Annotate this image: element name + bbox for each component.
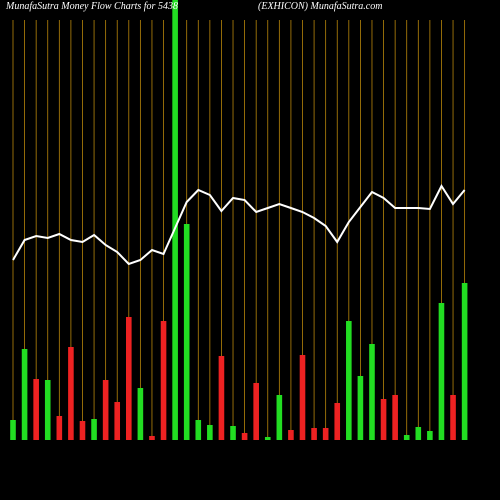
bar [241, 433, 248, 440]
bar [230, 426, 236, 440]
bar [21, 349, 28, 440]
bar [357, 376, 364, 440]
bar [149, 436, 155, 440]
bar [68, 347, 74, 440]
bar [253, 383, 259, 440]
money-flow-line [12, 183, 466, 266]
bar [126, 317, 132, 440]
bar [311, 428, 317, 440]
bar [322, 428, 329, 440]
bar [207, 425, 213, 440]
bar [450, 395, 456, 440]
bar [160, 321, 167, 440]
bar [276, 395, 283, 440]
bar [33, 379, 39, 440]
bar [392, 395, 398, 440]
bar [380, 399, 387, 440]
bar [218, 356, 225, 440]
bar [10, 420, 16, 440]
bar [102, 380, 109, 440]
bar [288, 430, 294, 440]
bar [369, 344, 375, 440]
bar [299, 355, 306, 440]
bar [137, 388, 144, 440]
bar [79, 421, 86, 440]
chart-subtitle: (EXHICON) MunafaSutra.com [258, 1, 382, 12]
bar [172, 0, 178, 440]
bar [183, 224, 190, 440]
bar [346, 321, 352, 440]
bar [91, 419, 97, 440]
bar [264, 437, 271, 440]
bar [438, 303, 445, 440]
bar [334, 403, 341, 440]
bar [403, 435, 410, 440]
bar [427, 431, 433, 440]
chart-title: MunafaSutra Money Flow Charts for 5438 [5, 1, 178, 12]
bar [461, 283, 468, 440]
bar [415, 427, 422, 440]
bar [114, 402, 121, 440]
bar [56, 416, 63, 440]
bar [44, 380, 51, 440]
bar [195, 420, 202, 440]
